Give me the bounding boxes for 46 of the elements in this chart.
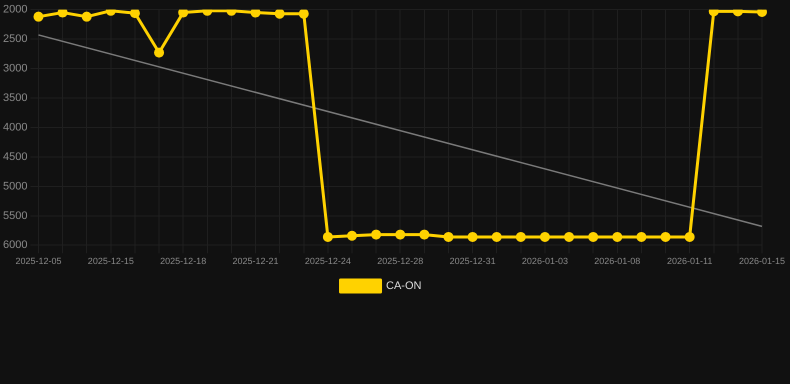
legend-label: CA-ON — [386, 280, 422, 292]
x-tick-label: 2026-01-15 — [738, 256, 786, 266]
x-tick-label: 2025-12-28 — [377, 256, 424, 266]
point — [395, 230, 406, 240]
point — [419, 230, 430, 240]
x-tick-label: 2025-12-31 — [450, 256, 496, 266]
x-tick-label: 2025-12-21 — [232, 256, 279, 266]
point — [588, 232, 598, 242]
y-tick-label: 2000 — [2, 4, 28, 16]
point — [58, 10, 68, 18]
x-tick-label: 2025-12-15 — [88, 256, 134, 266]
point — [130, 10, 140, 18]
y-tick-label: 5500 — [2, 210, 28, 222]
y-tick-label: 4000 — [2, 121, 28, 134]
y-tick-label: 3000 — [2, 62, 28, 75]
point — [274, 10, 285, 19]
y-tick-label: 6000 — [2, 239, 28, 252]
point — [564, 232, 574, 242]
y-tick-label: 5000 — [2, 180, 28, 192]
point — [33, 12, 44, 22]
x-tick-label: 2026-01-11 — [666, 256, 712, 266]
y-tick-label: 3500 — [2, 92, 28, 104]
point — [660, 232, 671, 242]
point — [178, 10, 188, 18]
point — [347, 230, 357, 241]
x-tick-label: 2025-12-05 — [15, 256, 62, 266]
x-tick-label: 2025-12-18 — [160, 256, 206, 266]
point — [250, 10, 261, 18]
point — [298, 10, 309, 19]
point — [322, 232, 333, 242]
point — [154, 48, 164, 58]
point — [684, 232, 695, 242]
point — [443, 232, 454, 242]
point — [540, 232, 550, 242]
point — [492, 232, 502, 242]
point — [82, 12, 92, 22]
point — [516, 232, 526, 242]
point — [468, 232, 478, 242]
x-tick-label: 2026-01-03 — [522, 256, 568, 266]
point — [612, 232, 622, 242]
y-tick-label: 4500 — [2, 150, 28, 163]
x-tick-label: 2026-01-08 — [594, 256, 640, 266]
point — [636, 232, 646, 242]
x-tick-label: 2025-12-24 — [304, 256, 351, 266]
point — [371, 230, 382, 240]
y-tick-label: 2500 — [2, 33, 28, 46]
